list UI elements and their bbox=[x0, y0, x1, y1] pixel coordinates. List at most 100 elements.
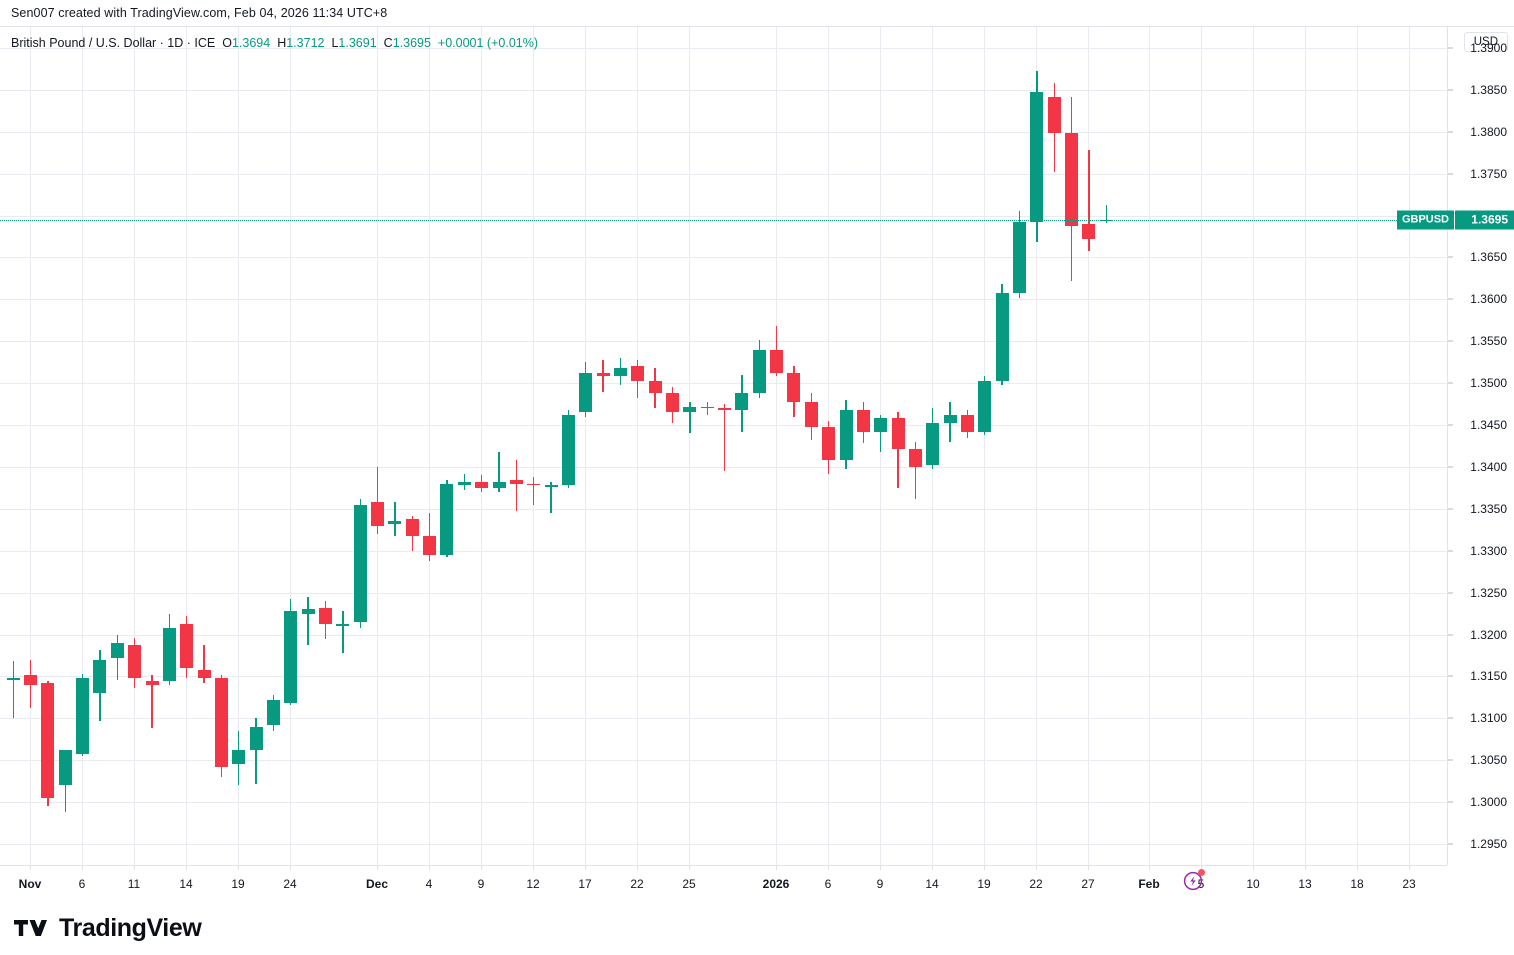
vertical-gridline bbox=[776, 27, 777, 865]
vertical-gridline bbox=[186, 27, 187, 865]
candle-body[interactable] bbox=[1082, 223, 1096, 239]
candle-body[interactable] bbox=[405, 518, 419, 536]
vertical-gridline bbox=[1253, 27, 1254, 865]
vertical-gridline bbox=[533, 27, 534, 865]
candle-body[interactable] bbox=[648, 381, 662, 394]
time-tick-mark bbox=[880, 866, 881, 870]
candle-body[interactable] bbox=[423, 535, 437, 555]
price-tick-mark bbox=[1448, 47, 1453, 49]
candle-body[interactable] bbox=[561, 414, 575, 486]
price-tick-label: 1.2950 bbox=[1470, 837, 1507, 852]
candle-body[interactable] bbox=[58, 750, 72, 786]
vertical-gridline bbox=[429, 27, 430, 865]
price-tick-mark bbox=[1448, 131, 1453, 133]
candle-body[interactable] bbox=[1047, 96, 1061, 134]
time-tick-mark bbox=[689, 866, 690, 870]
price-tick-label: 1.3100 bbox=[1470, 711, 1507, 726]
chart-plot-area[interactable] bbox=[0, 27, 1447, 865]
candle-body[interactable] bbox=[544, 485, 558, 487]
candle-body[interactable] bbox=[839, 409, 853, 461]
time-tick-mark bbox=[30, 866, 31, 870]
candle-body[interactable] bbox=[700, 406, 714, 409]
candle-body[interactable] bbox=[770, 349, 784, 374]
candle-body[interactable] bbox=[718, 408, 732, 410]
candle-wick bbox=[550, 482, 552, 514]
horizontal-gridline bbox=[0, 425, 1447, 427]
candle-body[interactable] bbox=[371, 502, 385, 526]
candle-wick bbox=[151, 674, 153, 729]
candle-body[interactable] bbox=[804, 401, 818, 427]
candle-body[interactable] bbox=[353, 504, 367, 622]
candle-body[interactable] bbox=[1030, 91, 1044, 223]
candle-body[interactable] bbox=[319, 607, 332, 625]
vertical-gridline bbox=[481, 27, 482, 865]
vertical-gridline bbox=[30, 27, 31, 865]
candle-body[interactable] bbox=[232, 750, 246, 765]
candle-body[interactable] bbox=[475, 482, 489, 488]
candle-body[interactable] bbox=[249, 726, 263, 751]
candle-body[interactable] bbox=[6, 678, 20, 680]
time-tick-mark bbox=[290, 866, 291, 870]
candle-body[interactable] bbox=[457, 482, 471, 486]
candle-body[interactable] bbox=[874, 418, 888, 432]
candle-body[interactable] bbox=[197, 669, 211, 679]
candle-body[interactable] bbox=[110, 642, 124, 658]
candle-body[interactable] bbox=[943, 414, 957, 424]
candle-body[interactable] bbox=[787, 373, 801, 402]
candle-body[interactable] bbox=[735, 393, 749, 410]
price-scale[interactable]: USD 1.39001.38501.38001.37501.37001.3650… bbox=[1396, 27, 1514, 865]
candle-body[interactable] bbox=[1065, 133, 1079, 226]
candle-body[interactable] bbox=[978, 381, 992, 432]
price-tick-label: 1.3000 bbox=[1470, 795, 1507, 810]
candle-wick bbox=[12, 661, 14, 719]
time-tick-label: 27 bbox=[1081, 877, 1095, 891]
candle-body[interactable] bbox=[128, 644, 142, 679]
candle-body[interactable] bbox=[908, 448, 922, 467]
candle-body[interactable] bbox=[631, 366, 645, 382]
candle-body[interactable] bbox=[822, 426, 836, 461]
candle-body[interactable] bbox=[579, 373, 593, 413]
vertical-gridline bbox=[134, 27, 135, 865]
candle-body[interactable] bbox=[76, 678, 90, 754]
candle-body[interactable] bbox=[41, 683, 55, 798]
horizontal-gridline bbox=[0, 844, 1447, 846]
candle-body[interactable] bbox=[683, 406, 697, 413]
candle-body[interactable] bbox=[492, 482, 506, 488]
candle-body[interactable] bbox=[596, 373, 610, 377]
horizontal-gridline bbox=[0, 173, 1447, 175]
candle-body[interactable] bbox=[666, 393, 679, 413]
candle-body[interactable] bbox=[613, 368, 627, 377]
time-tick-mark bbox=[1088, 866, 1089, 870]
candle-body[interactable] bbox=[891, 418, 905, 449]
candle-body[interactable] bbox=[162, 627, 176, 681]
candle-body[interactable] bbox=[214, 678, 228, 767]
candle-body[interactable] bbox=[388, 521, 402, 524]
time-tick-mark bbox=[533, 866, 534, 870]
candle-body[interactable] bbox=[301, 609, 315, 614]
time-tick-mark bbox=[1149, 866, 1150, 870]
candle-body[interactable] bbox=[926, 423, 940, 466]
lightning-bolt-icon[interactable] bbox=[1182, 869, 1205, 892]
candle-body[interactable] bbox=[752, 349, 766, 394]
horizontal-gridline bbox=[0, 47, 1447, 49]
candle-body[interactable] bbox=[440, 483, 454, 555]
candle-body[interactable] bbox=[1013, 222, 1026, 293]
candle-body[interactable] bbox=[266, 699, 280, 726]
horizontal-gridline bbox=[0, 257, 1447, 259]
candle-body[interactable] bbox=[856, 409, 870, 432]
horizontal-gridline bbox=[0, 215, 1447, 217]
candle-body[interactable] bbox=[145, 680, 159, 685]
candle-body[interactable] bbox=[527, 483, 541, 486]
candle-body[interactable] bbox=[24, 674, 38, 685]
candle-body[interactable] bbox=[93, 659, 107, 694]
candle-body[interactable] bbox=[180, 623, 194, 669]
time-tick-mark bbox=[1305, 866, 1306, 870]
candle-body[interactable] bbox=[284, 611, 298, 704]
time-scale[interactable]: Nov 6 11 14 19 24 Dec 4 9 12 17 22 25 2026 6 9 14 19 22 27 F… bbox=[0, 865, 1447, 902]
candle-body[interactable] bbox=[336, 624, 350, 627]
candle-body[interactable] bbox=[960, 414, 974, 432]
candle-body[interactable] bbox=[509, 479, 523, 484]
price-tick-mark bbox=[1448, 675, 1453, 677]
candle-body[interactable] bbox=[995, 292, 1009, 382]
candlestick-series[interactable] bbox=[0, 27, 1447, 865]
